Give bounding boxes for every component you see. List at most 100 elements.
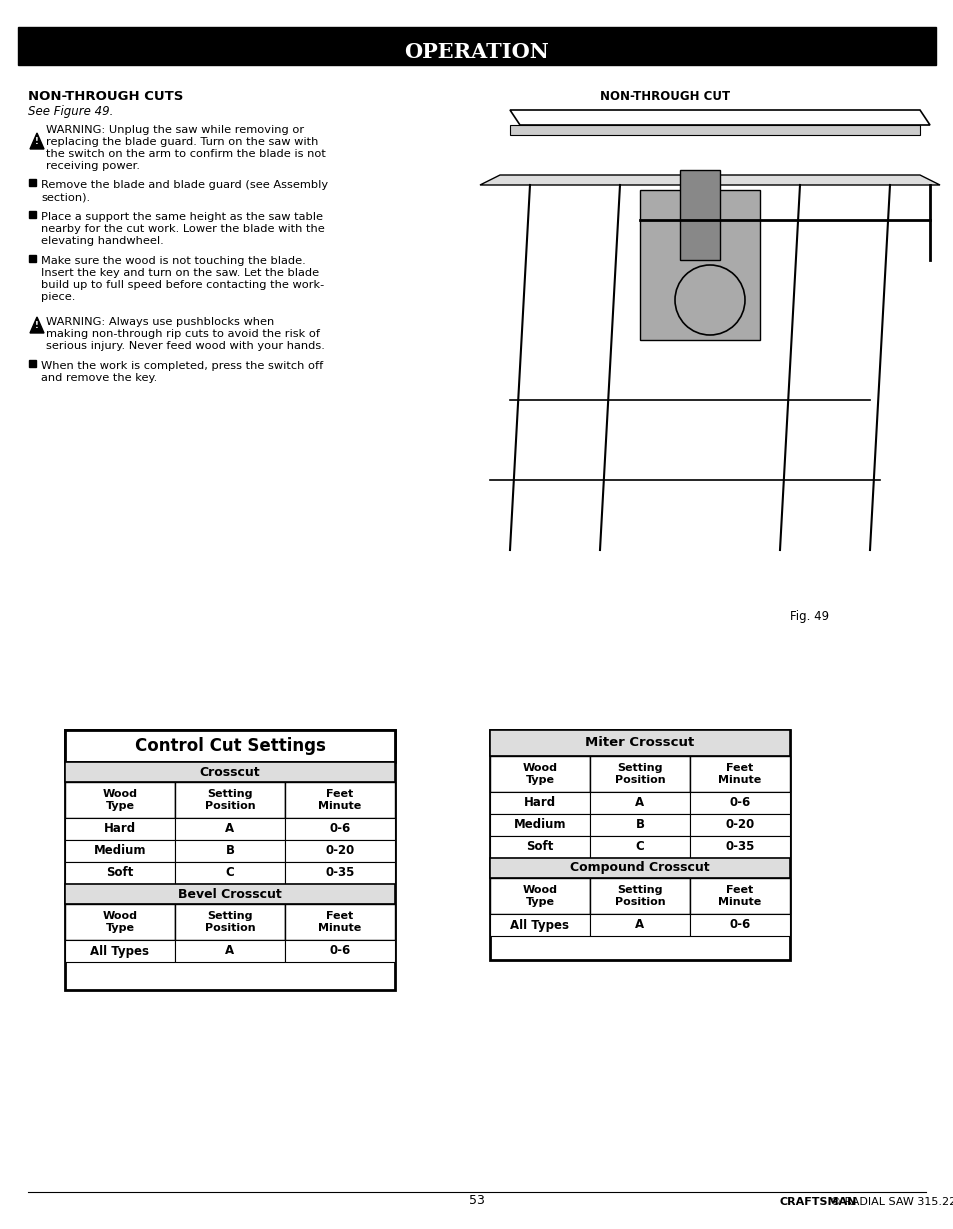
Text: elevating handwheel.: elevating handwheel. xyxy=(41,236,164,246)
Bar xyxy=(65,862,174,884)
Polygon shape xyxy=(30,133,44,149)
Text: C: C xyxy=(226,866,234,880)
Bar xyxy=(29,254,36,262)
Bar xyxy=(65,730,395,991)
Text: B: B xyxy=(635,819,644,832)
Text: Remove the blade and blade guard (see Assembly: Remove the blade and blade guard (see As… xyxy=(41,179,328,190)
Polygon shape xyxy=(479,175,939,186)
Text: Setting
Position: Setting Position xyxy=(614,885,664,907)
Text: A: A xyxy=(225,822,234,836)
Text: Compound Crosscut: Compound Crosscut xyxy=(570,862,709,875)
Bar xyxy=(490,878,589,914)
Text: Wood
Type: Wood Type xyxy=(522,885,557,907)
Text: the switch on the arm to confirm the blade is not: the switch on the arm to confirm the bla… xyxy=(46,149,326,159)
Bar xyxy=(18,27,935,65)
Text: serious injury. Never feed wood with your hands.: serious injury. Never feed wood with you… xyxy=(46,340,325,351)
Text: WARNING: Always use pushblocks when: WARNING: Always use pushblocks when xyxy=(46,317,274,327)
Text: NON-THROUGH CUT: NON-THROUGH CUT xyxy=(599,90,729,103)
Text: Hard: Hard xyxy=(523,796,556,810)
Text: Setting
Position: Setting Position xyxy=(614,763,664,785)
Text: Insert the key and turn on the saw. Let the blade: Insert the key and turn on the saw. Let … xyxy=(41,268,319,278)
Bar xyxy=(285,940,395,962)
Text: 0-6: 0-6 xyxy=(729,796,750,810)
Bar xyxy=(65,839,174,862)
Text: and remove the key.: and remove the key. xyxy=(41,372,157,383)
Text: OPERATION: OPERATION xyxy=(404,42,549,61)
Bar xyxy=(174,782,285,819)
Text: nearby for the cut work. Lower the blade with the: nearby for the cut work. Lower the blade… xyxy=(41,224,324,234)
Bar xyxy=(589,836,689,858)
Bar xyxy=(490,791,589,814)
Bar xyxy=(589,914,689,936)
Bar xyxy=(29,179,36,186)
Text: Feet
Minute: Feet Minute xyxy=(318,911,361,933)
Text: Feet
Minute: Feet Minute xyxy=(718,763,760,785)
Text: section).: section). xyxy=(41,192,90,202)
Text: !: ! xyxy=(35,138,39,146)
Bar xyxy=(589,756,689,791)
Text: Soft: Soft xyxy=(526,841,553,853)
Text: Make sure the wood is not touching the blade.: Make sure the wood is not touching the b… xyxy=(41,256,305,265)
Bar xyxy=(689,756,789,791)
Bar xyxy=(174,905,285,940)
Bar xyxy=(65,884,395,905)
Bar xyxy=(65,762,395,782)
Bar xyxy=(174,819,285,839)
Text: 0-35: 0-35 xyxy=(724,841,754,853)
Text: Crosscut: Crosscut xyxy=(199,766,260,778)
Text: Place a support the same height as the saw table: Place a support the same height as the s… xyxy=(41,211,323,222)
Bar xyxy=(490,814,589,836)
Bar xyxy=(679,170,720,261)
Bar xyxy=(65,940,174,962)
Text: Wood
Type: Wood Type xyxy=(102,911,137,933)
Text: replacing the blade guard. Turn on the saw with: replacing the blade guard. Turn on the s… xyxy=(46,136,318,147)
Text: piece.: piece. xyxy=(41,293,75,302)
Text: When the work is completed, press the switch off: When the work is completed, press the sw… xyxy=(41,361,323,371)
Text: 0-20: 0-20 xyxy=(724,819,754,832)
Bar xyxy=(589,791,689,814)
Text: A: A xyxy=(635,918,644,932)
Bar xyxy=(689,814,789,836)
Text: Wood
Type: Wood Type xyxy=(102,789,137,811)
Bar xyxy=(174,862,285,884)
Text: receiving power.: receiving power. xyxy=(46,161,140,171)
Polygon shape xyxy=(30,317,44,333)
Text: Bevel Crosscut: Bevel Crosscut xyxy=(178,887,281,901)
Bar xyxy=(174,839,285,862)
Text: CRAFTSMAN: CRAFTSMAN xyxy=(780,1197,857,1207)
Text: Soft: Soft xyxy=(106,866,133,880)
Text: All Types: All Types xyxy=(91,945,150,957)
Bar xyxy=(490,858,789,878)
Text: Setting
Position: Setting Position xyxy=(205,789,255,811)
Text: All Types: All Types xyxy=(510,918,569,932)
Bar xyxy=(490,730,789,756)
Bar xyxy=(285,782,395,819)
Text: See Figure 49.: See Figure 49. xyxy=(28,104,113,118)
Bar xyxy=(689,914,789,936)
Bar xyxy=(490,914,589,936)
Bar xyxy=(490,730,789,960)
Bar xyxy=(639,190,760,340)
Text: !: ! xyxy=(35,322,39,331)
Bar xyxy=(285,819,395,839)
Bar xyxy=(285,862,395,884)
Text: 0-35: 0-35 xyxy=(325,866,355,880)
Bar xyxy=(65,782,174,819)
Text: Fig. 49: Fig. 49 xyxy=(789,610,828,623)
Bar xyxy=(689,791,789,814)
Text: making non-through rip cuts to avoid the risk of: making non-through rip cuts to avoid the… xyxy=(46,329,319,339)
Text: 0-20: 0-20 xyxy=(325,844,355,858)
Bar xyxy=(689,878,789,914)
Text: Hard: Hard xyxy=(104,822,136,836)
Polygon shape xyxy=(510,125,919,135)
Text: Wood
Type: Wood Type xyxy=(522,763,557,785)
Bar xyxy=(589,878,689,914)
Bar xyxy=(65,905,174,940)
Text: Feet
Minute: Feet Minute xyxy=(318,789,361,811)
Text: 0-6: 0-6 xyxy=(329,822,351,836)
Bar xyxy=(285,839,395,862)
Bar xyxy=(65,730,395,762)
Bar xyxy=(174,940,285,962)
Text: 0-6: 0-6 xyxy=(329,945,351,957)
Text: NON-THROUGH CUTS: NON-THROUGH CUTS xyxy=(28,90,183,103)
